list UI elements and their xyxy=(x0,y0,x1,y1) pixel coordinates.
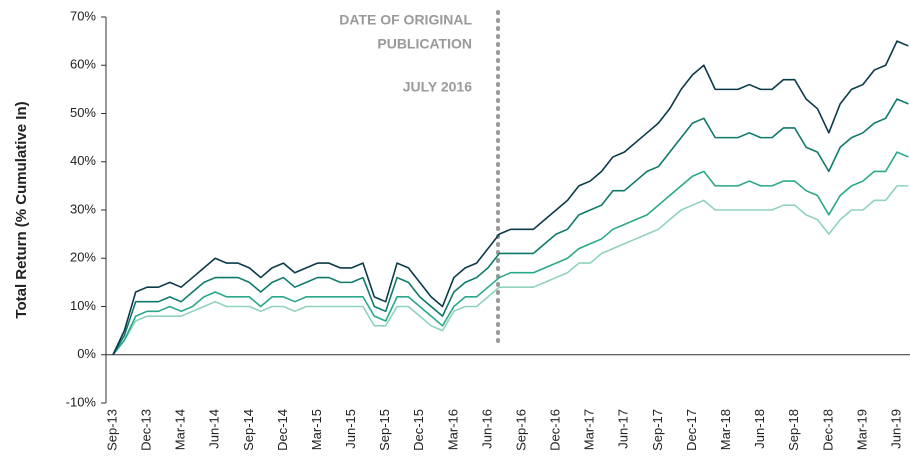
x-tick-label: Jun-19 xyxy=(888,409,903,449)
x-tick-label: Dec-18 xyxy=(820,409,835,451)
series-line xyxy=(112,185,909,356)
y-tick-label: 50% xyxy=(70,105,96,120)
x-tick-label: Sep-14 xyxy=(241,409,256,451)
x-tick-label: Dec-17 xyxy=(684,409,699,451)
x-tick-label: Mar-15 xyxy=(309,409,324,450)
x-tick-label: Dec-14 xyxy=(275,409,290,451)
x-tick-label: Mar-17 xyxy=(582,409,597,450)
x-tick-label: Mar-18 xyxy=(718,409,733,450)
x-tick-label: Jun-18 xyxy=(752,409,767,449)
x-tick-label: Mar-16 xyxy=(445,409,460,450)
x-tick-label: Jun-16 xyxy=(479,409,494,449)
x-tick-label: Sep-18 xyxy=(786,409,801,451)
x-tick-label: Dec-16 xyxy=(548,409,563,451)
annotation: PUBLICATION xyxy=(377,36,472,52)
x-tick-label: Jun-14 xyxy=(207,409,222,449)
x-tick-label: Jun-17 xyxy=(616,409,631,449)
y-tick-label: 20% xyxy=(70,250,96,265)
y-tick-label: 70% xyxy=(70,8,96,23)
y-tick-label: -10% xyxy=(66,394,97,409)
x-tick-label: Sep-17 xyxy=(650,409,665,451)
series-line xyxy=(112,98,909,356)
y-tick-label: 0% xyxy=(77,346,96,361)
x-tick-label: Mar-19 xyxy=(854,409,869,450)
y-tick-label: 40% xyxy=(70,153,96,168)
x-tick-label: Mar-14 xyxy=(173,409,188,450)
annotation: JULY 2016 xyxy=(403,79,472,95)
y-tick-label: 60% xyxy=(70,57,96,72)
series-line xyxy=(112,151,909,356)
y-axis-label: Total Return (% Cumulative In) xyxy=(13,101,30,318)
x-tick-label: Sep-13 xyxy=(104,409,119,451)
x-tick-label: Sep-15 xyxy=(377,409,392,451)
x-tick-label: Jun-15 xyxy=(343,409,358,449)
y-tick-label: 30% xyxy=(70,201,96,216)
series-line xyxy=(112,40,909,356)
x-tick-label: Dec-15 xyxy=(411,409,426,451)
y-tick-label: 10% xyxy=(70,298,96,313)
annotation: DATE OF ORIGINAL xyxy=(339,12,472,28)
x-tick-label: Dec-13 xyxy=(139,409,154,451)
x-tick-label: Sep-16 xyxy=(513,409,528,451)
